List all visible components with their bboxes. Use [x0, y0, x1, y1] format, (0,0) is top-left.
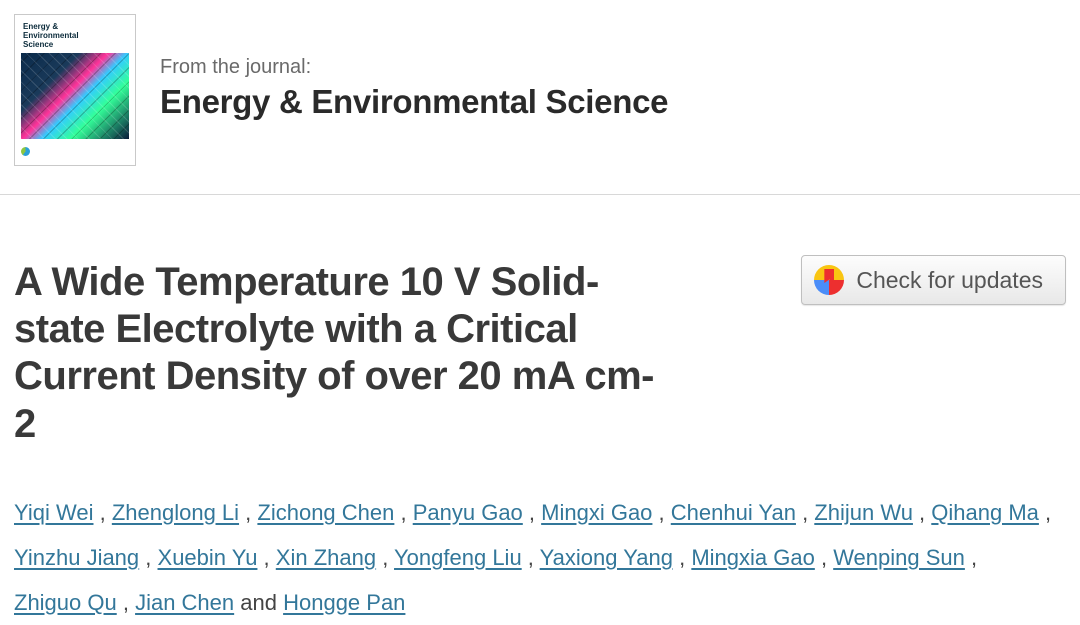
cover-title-line: Environmental: [23, 31, 79, 40]
author-link[interactable]: Panyu Gao: [413, 500, 523, 525]
author-separator: ,: [815, 545, 833, 570]
author-link[interactable]: Yongfeng Liu: [394, 545, 522, 570]
article-section: A Wide Temperature 10 V Solid-state Elec…: [0, 195, 1080, 625]
author-separator: ,: [652, 500, 670, 525]
cover-footer: [21, 139, 129, 159]
cover-title: Energy & Environmental Science: [21, 21, 129, 53]
author-link[interactable]: Zhenglong Li: [112, 500, 239, 525]
author-separator: ,: [117, 590, 135, 615]
author-separator: ,: [93, 500, 111, 525]
author-link[interactable]: Xuebin Yu: [158, 545, 258, 570]
author-link[interactable]: Yaxiong Yang: [540, 545, 673, 570]
author-separator: ,: [522, 545, 540, 570]
author-separator: ,: [139, 545, 157, 570]
author-link[interactable]: Zhiguo Qu: [14, 590, 117, 615]
author-separator: ,: [523, 500, 541, 525]
author-separator: ,: [394, 500, 412, 525]
author-link[interactable]: Yinzhu Jiang: [14, 545, 139, 570]
journal-cover-thumbnail[interactable]: Energy & Environmental Science: [14, 14, 136, 166]
journal-header: Energy & Environmental Science From the …: [0, 0, 1080, 194]
author-separator: ,: [1039, 500, 1051, 525]
author-separator: ,: [257, 545, 275, 570]
author-link[interactable]: Xin Zhang: [276, 545, 376, 570]
author-link[interactable]: Zhijun Wu: [814, 500, 913, 525]
author-and: and: [234, 590, 283, 615]
author-link[interactable]: Zichong Chen: [257, 500, 394, 525]
author-link[interactable]: Chenhui Yan: [671, 500, 796, 525]
journal-name[interactable]: Energy & Environmental Science: [160, 83, 668, 121]
cover-title-line: Science: [23, 40, 53, 49]
author-separator: ,: [913, 500, 931, 525]
cover-footer-text: [34, 148, 36, 154]
author-separator: ,: [796, 500, 814, 525]
cover-title-line: Energy &: [23, 22, 58, 31]
author-link[interactable]: Mingxi Gao: [541, 500, 652, 525]
author-separator: ,: [376, 545, 394, 570]
cover-art: [21, 53, 129, 139]
from-journal-label: From the journal:: [160, 56, 668, 79]
title-row: A Wide Temperature 10 V Solid-state Elec…: [14, 259, 1066, 448]
author-link[interactable]: Yiqi Wei: [14, 500, 93, 525]
author-separator: ,: [965, 545, 977, 570]
journal-meta: From the journal: Energy & Environmental…: [160, 14, 668, 121]
author-link[interactable]: Qihang Ma: [931, 500, 1039, 525]
updates-button-label: Check for updates: [856, 267, 1043, 294]
authors-list: Yiqi Wei , Zhenglong Li , Zichong Chen ,…: [14, 490, 1066, 625]
publisher-logo-icon: [21, 147, 30, 156]
author-link[interactable]: Jian Chen: [135, 590, 234, 615]
crossmark-icon: [814, 265, 844, 295]
author-link[interactable]: Mingxia Gao: [691, 545, 815, 570]
check-for-updates-button[interactable]: Check for updates: [801, 255, 1066, 305]
article-title: A Wide Temperature 10 V Solid-state Elec…: [14, 259, 654, 448]
author-link[interactable]: Hongge Pan: [283, 590, 405, 615]
author-separator: ,: [239, 500, 257, 525]
author-link[interactable]: Wenping Sun: [833, 545, 965, 570]
author-separator: ,: [673, 545, 691, 570]
